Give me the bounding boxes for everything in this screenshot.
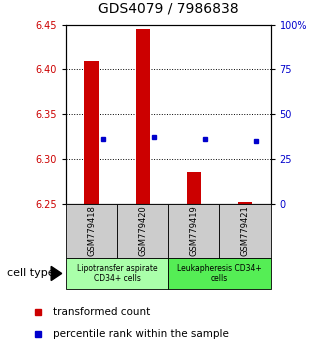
Bar: [238, 202, 252, 204]
Bar: [187, 172, 201, 204]
Bar: [117, 204, 168, 258]
Bar: [84, 61, 99, 204]
Bar: [168, 204, 219, 258]
Text: GSM779420: GSM779420: [138, 206, 147, 256]
Text: percentile rank within the sample: percentile rank within the sample: [53, 329, 229, 339]
Bar: [219, 204, 271, 258]
Text: Leukapheresis CD34+
cells: Leukapheresis CD34+ cells: [177, 264, 262, 283]
Text: transformed count: transformed count: [53, 307, 150, 318]
Text: GSM779419: GSM779419: [189, 206, 198, 256]
Text: GDS4079 / 7986838: GDS4079 / 7986838: [98, 2, 239, 16]
Text: Lipotransfer aspirate
CD34+ cells: Lipotransfer aspirate CD34+ cells: [77, 264, 157, 283]
Text: GSM779418: GSM779418: [87, 206, 96, 256]
Text: GSM779421: GSM779421: [241, 206, 249, 256]
Polygon shape: [51, 266, 62, 280]
Bar: [66, 258, 168, 289]
Bar: [168, 258, 271, 289]
Text: cell type: cell type: [7, 268, 54, 279]
Bar: [136, 29, 150, 204]
Bar: [66, 204, 117, 258]
